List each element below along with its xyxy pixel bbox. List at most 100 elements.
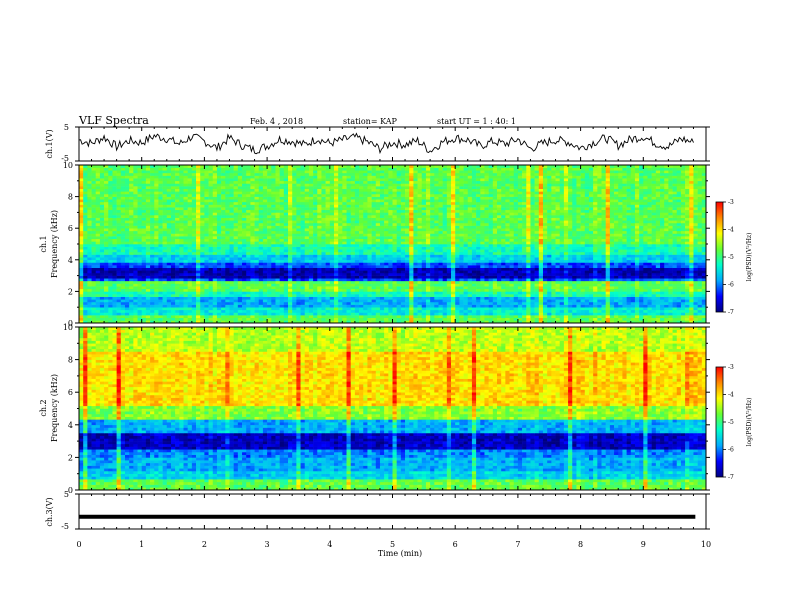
- ch1-spec-cell: [209, 236, 213, 239]
- ch1-spec-cell: [112, 294, 116, 297]
- ch1-spec-cell: [426, 299, 430, 302]
- ch1-spec-cell: [334, 310, 338, 313]
- ch1-spec-cell: [505, 302, 509, 305]
- ch1-spec-cell: [418, 286, 422, 289]
- ch1-spec-cell: [142, 278, 146, 281]
- ch1-spec-cell: [238, 236, 242, 239]
- ch1-spec-cell: [564, 262, 568, 265]
- ch1-spec-cell: [660, 244, 664, 247]
- ch1-spec-cell: [660, 315, 664, 318]
- ch1-spec-cell: [267, 294, 271, 297]
- ch1-spec-cell: [317, 294, 321, 297]
- ch1-spec-cell: [242, 315, 246, 318]
- ch1-spec-cell: [330, 270, 334, 273]
- ch1-spec-cell: [459, 252, 463, 255]
- ch1-spec-cell: [209, 286, 213, 289]
- ch1-spec-cell: [572, 239, 576, 242]
- ch1-spec-cell: [363, 278, 367, 281]
- ch1-spec-cell: [104, 281, 108, 284]
- ch1-spec-cell: [326, 268, 330, 271]
- ch1-spec-cell: [668, 284, 672, 287]
- ch1-spec-cell: [121, 270, 125, 273]
- ch1-spec-cell: [585, 255, 589, 258]
- ch1-spec-cell: [627, 262, 631, 265]
- ch1-spec-cell: [576, 302, 580, 305]
- ch1-spec-cell: [117, 273, 121, 276]
- ch1-spec-cell: [493, 268, 497, 271]
- ch1-spec-cell: [656, 297, 660, 300]
- ch1-spec-cell: [334, 294, 338, 297]
- ch1-spec-cell: [367, 239, 371, 242]
- ch1-spec-cell: [551, 265, 555, 268]
- ch1-spec-cell: [163, 239, 167, 242]
- ch1-spec-cell: [631, 268, 635, 271]
- ch1-spec-cell: [455, 257, 459, 260]
- ch1-spec-cell: [673, 241, 677, 244]
- ch1-spec-cell: [581, 315, 585, 318]
- ch1-spec-cell: [338, 247, 342, 250]
- ch1-spec-cell: [585, 278, 589, 281]
- ch1-spec-cell: [154, 294, 158, 297]
- ch1-spec-cell: [539, 307, 543, 310]
- ch1-spec-cell: [79, 268, 83, 271]
- ch1-spec-cell: [238, 307, 242, 310]
- ch1-spec-cell: [321, 315, 325, 318]
- ch1-spec-cell: [125, 276, 129, 279]
- ch1-spec-cell: [83, 278, 87, 281]
- ch1-spec-cell: [568, 241, 572, 244]
- ch1-spec-cell: [484, 260, 488, 263]
- ch1-spec-cell: [288, 305, 292, 308]
- ch1-spec-cell: [301, 289, 305, 292]
- ch1-spec-cell: [514, 265, 518, 268]
- ch1-spec-cell: [618, 236, 622, 239]
- ch1-spec-cell: [125, 286, 129, 289]
- ch1-spec-cell: [384, 284, 388, 287]
- ch1-spec-cell: [171, 268, 175, 271]
- ch1-spec-cell: [418, 299, 422, 302]
- ch1-spec-cell: [192, 284, 196, 287]
- ch1-spec-cell: [221, 255, 225, 258]
- ch1-spec-cell: [250, 286, 254, 289]
- ch1-spec-cell: [154, 247, 158, 250]
- ch1-spec-cell: [614, 297, 618, 300]
- ch1-spec-cell: [597, 281, 601, 284]
- ch1-spec-cell: [309, 265, 313, 268]
- ch1-spec-cell: [418, 236, 422, 239]
- ch1-spec-cell: [455, 299, 459, 302]
- ch1-spec-cell: [133, 252, 137, 255]
- ch1-spec-cell: [652, 294, 656, 297]
- ch1-spec-cell: [384, 260, 388, 263]
- ch1-spec-cell: [192, 294, 196, 297]
- ch1-spec-cell: [535, 281, 539, 284]
- ch1-spec-cell: [643, 284, 647, 287]
- ch1-spec-cell: [138, 252, 142, 255]
- ch1-spec-cell: [150, 294, 154, 297]
- ch1-spec-cell: [301, 270, 305, 273]
- ch1-spec-cell: [326, 276, 330, 279]
- ch1-spec-cell: [347, 302, 351, 305]
- ch1-spec-cell: [347, 255, 351, 258]
- ch1-spec-cell: [543, 249, 547, 252]
- ch1-spec-cell: [493, 307, 497, 310]
- ch1-spec-cell: [388, 310, 392, 313]
- ch1-spec-cell: [476, 262, 480, 265]
- ch1-spec-cell: [129, 252, 133, 255]
- ch1-spec-cell: [250, 278, 254, 281]
- ch1-spec-cell: [296, 286, 300, 289]
- ch1-spec-cell: [530, 255, 534, 258]
- ch1-spec-cell: [489, 270, 493, 273]
- ch1-spec-cell: [493, 281, 497, 284]
- ch1-spec-cell: [677, 281, 681, 284]
- ch1-spec-cell: [196, 244, 200, 247]
- ch1-spec-cell: [280, 318, 284, 321]
- ch1-spec-cell: [664, 236, 668, 239]
- ch1-spec-cell: [635, 310, 639, 313]
- ch1-spec-cell: [288, 236, 292, 239]
- ch1-spec-cell: [472, 307, 476, 310]
- ch1-spec-cell: [643, 255, 647, 258]
- ch1-spec-cell: [104, 276, 108, 279]
- ch1-spec-cell: [447, 249, 451, 252]
- ch1-spec-cell: [455, 318, 459, 321]
- ch1-spec-cell: [96, 244, 100, 247]
- ch1-spec-cell: [108, 257, 112, 260]
